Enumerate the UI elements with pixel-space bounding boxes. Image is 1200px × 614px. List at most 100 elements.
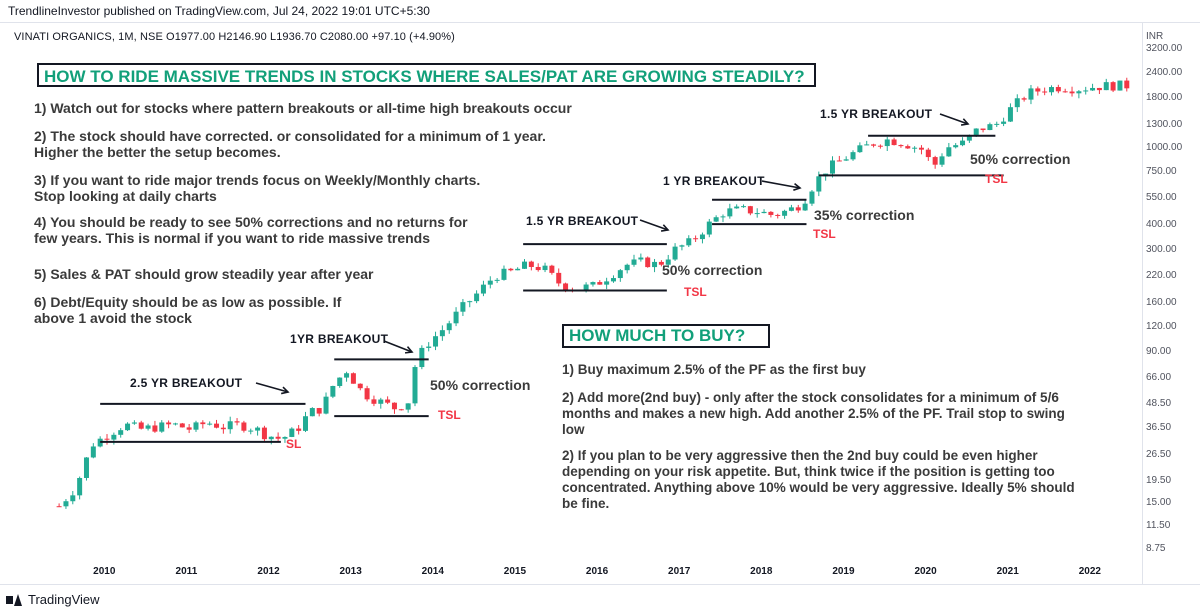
price-axis-line: [1142, 22, 1143, 584]
candle-up: [83, 457, 89, 478]
candle-up: [652, 261, 658, 268]
currency-label: INR: [1146, 31, 1164, 42]
candle-up: [939, 156, 945, 165]
candle-down: [597, 282, 603, 285]
rule-5: 5) Sales & PAT should grow steadily year…: [34, 266, 374, 282]
candle-up: [1007, 107, 1013, 122]
candle-down: [138, 422, 144, 429]
candle-up: [330, 385, 336, 397]
candle-up: [433, 336, 439, 347]
candle-up: [474, 293, 480, 302]
annotation-tsl-4: TSL: [985, 172, 1008, 186]
candle-down: [385, 399, 391, 403]
candle-up: [946, 147, 952, 157]
rule-4: 4) You should be ready to see 50% correc…: [34, 214, 468, 246]
year-tick-label: 2014: [421, 566, 444, 577]
year-tick-label: 2019: [832, 566, 855, 577]
candle-up: [631, 259, 637, 265]
candle-down: [241, 422, 247, 431]
year-tick-label: 2012: [257, 566, 280, 577]
buy-rule-2: 2) Add more(2nd buy) - only after the st…: [562, 390, 1065, 437]
breakout-arrow: [639, 219, 669, 231]
candle-down: [350, 373, 356, 384]
levels-group: [100, 134, 1004, 443]
annotation-breakout-1: 2.5 YR BREAKOUT: [130, 376, 243, 390]
candle-down: [768, 211, 774, 215]
candle-up: [850, 152, 856, 160]
price-tick-label: 2400.00: [1146, 67, 1183, 79]
candle-down: [371, 399, 377, 404]
annotation-correction-2: 50% correction: [662, 262, 763, 278]
candle-up: [131, 422, 137, 424]
candle-down: [535, 266, 541, 271]
arrow-head: [660, 224, 670, 232]
candle-down: [200, 422, 206, 425]
annotation-breakout-3: 1.5 YR BREAKOUT: [526, 214, 639, 228]
publish-info: TrendlineInvestor published on TradingVi…: [8, 4, 430, 18]
candle-up: [405, 403, 411, 410]
candle-up: [439, 330, 445, 337]
candle-up: [624, 264, 630, 271]
candle-up: [686, 238, 692, 246]
breakout-arrow: [255, 382, 289, 393]
year-tick-label: 2018: [750, 566, 773, 577]
candle-down: [508, 268, 514, 271]
candle-up: [480, 284, 486, 294]
footer-brand: TradingView: [28, 592, 100, 607]
buy-rule-3: 2) If you plan to be very aggressive the…: [562, 448, 1075, 511]
candle-up: [966, 134, 972, 141]
candle-up: [754, 213, 760, 215]
price-tick-label: 8.75: [1146, 543, 1166, 554]
candle-down: [556, 272, 562, 284]
annotation-correction-1: 50% correction: [430, 377, 531, 393]
year-tick-label: 2022: [1078, 566, 1101, 577]
candles-group: [56, 77, 1130, 509]
candle-up: [706, 221, 712, 235]
candle-down: [1062, 91, 1068, 93]
candle-down: [1055, 87, 1061, 92]
candle-up: [679, 245, 685, 247]
candle-up: [761, 211, 767, 214]
candle-up: [172, 423, 178, 425]
candle-down: [1124, 80, 1130, 89]
candle-up: [816, 176, 822, 192]
candle-up: [193, 422, 199, 430]
candle-up: [734, 206, 740, 209]
arrow-head: [793, 182, 802, 191]
candle-down: [357, 383, 363, 389]
candle-up: [884, 139, 890, 147]
footer-divider: [0, 584, 1200, 585]
candle-up: [453, 311, 459, 324]
arrow-head: [404, 346, 414, 354]
candle-up: [720, 216, 726, 218]
year-tick-label: 2010: [93, 566, 116, 577]
rule-3: 3) If you want to ride major trends focu…: [34, 172, 481, 204]
candle-down: [214, 423, 220, 428]
candle-down: [391, 402, 397, 410]
candle-down: [747, 206, 753, 214]
candle-down: [980, 128, 986, 131]
arrows-group: [255, 113, 970, 395]
candle-down: [1035, 88, 1041, 92]
price-tick-label: 120.00: [1146, 321, 1177, 333]
candle-up: [953, 145, 959, 148]
year-tick-label: 2021: [996, 566, 1019, 577]
breakout-arrow: [383, 340, 413, 353]
candle-down: [775, 214, 781, 216]
candle-up: [1117, 80, 1123, 91]
candle-up: [1028, 88, 1034, 100]
candle-up: [994, 123, 1000, 125]
candle-up: [289, 428, 295, 437]
candle-up: [973, 128, 979, 135]
annotation-correction-3: 35% correction: [814, 207, 915, 223]
candle-down: [693, 238, 699, 240]
price-tick-label: 26.50: [1146, 449, 1172, 461]
candle-up: [70, 495, 76, 502]
annotation-breakout-5: 1.5 YR BREAKOUT: [820, 107, 933, 121]
candle-down: [56, 506, 62, 508]
candle-up: [255, 427, 261, 431]
price-tick-label: 750.00: [1146, 165, 1177, 177]
candle-up: [125, 423, 131, 431]
candle-up: [727, 208, 733, 217]
